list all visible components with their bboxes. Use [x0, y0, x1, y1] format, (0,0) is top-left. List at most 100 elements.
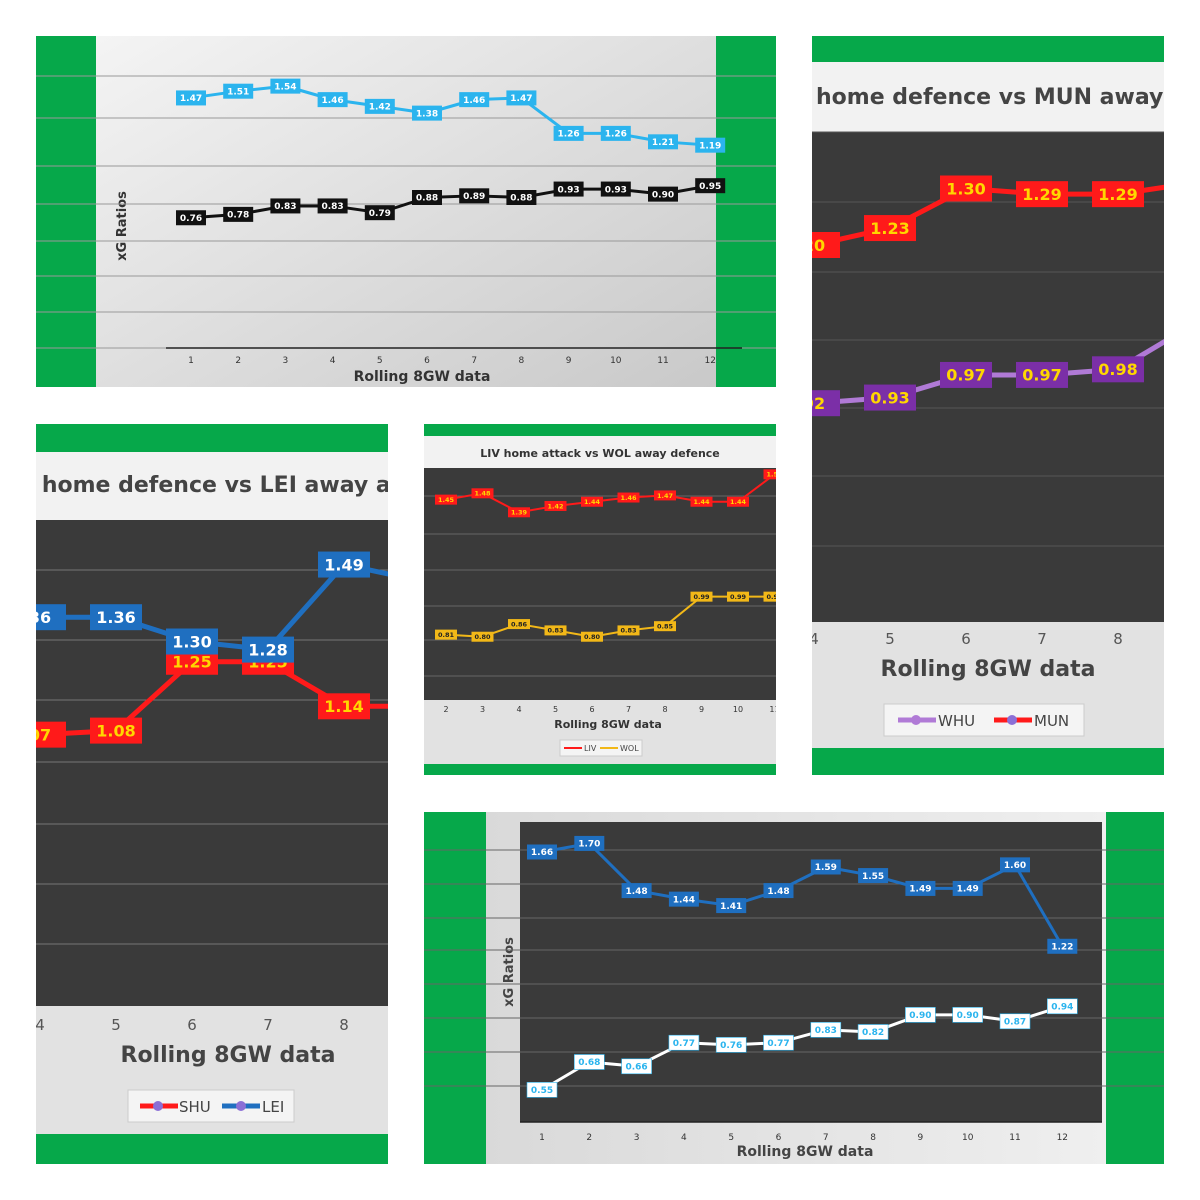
x-axis-title: Rolling 8GW data: [737, 1144, 874, 1160]
data-label-box: [668, 891, 699, 907]
x-tick-label: 8: [339, 1016, 349, 1034]
x-tick-label: 9: [566, 356, 572, 366]
data-label-box: [905, 1007, 936, 1023]
data-label: 0.88: [510, 194, 532, 204]
data-label-box: [695, 178, 726, 194]
x-tick-label: 7: [1037, 630, 1047, 648]
x-tick-label: 10: [610, 356, 622, 366]
data-label: 1.42: [369, 103, 391, 113]
data-label-box: [36, 721, 66, 748]
series-lei: 36 1.36 1.30 1.28 1.49: [36, 551, 388, 663]
data-label-box: [459, 92, 490, 108]
data-label-box: [812, 390, 840, 417]
data-label-box: [940, 361, 992, 388]
data-label: 1.36: [96, 608, 135, 627]
data-label-box: [36, 604, 66, 631]
data-label: 0.77: [767, 1039, 789, 1049]
x-tick-label: 4: [330, 356, 336, 366]
data-label: 1.41: [720, 902, 742, 912]
data-label-box: [905, 880, 936, 896]
data-label-box: [270, 198, 301, 214]
data-label: 0.83: [274, 202, 296, 212]
data-label: 1.55: [862, 872, 884, 882]
data-label-box: [654, 621, 676, 632]
legend-label-lei: LEI: [262, 1098, 284, 1116]
data-label-box: [435, 629, 457, 640]
data-label: 1.59: [815, 863, 837, 873]
data-label-box: [553, 125, 584, 141]
data-label-box: [574, 835, 605, 851]
data-label: 0.83: [547, 627, 563, 635]
chart-panel-5: xG Ratios Rolling 8GW data 1 2 3 4 5 6 7 8 9 10 11…: [424, 812, 1164, 1164]
x-tick-label: 1: [539, 1133, 545, 1143]
x-tick-label: 8: [519, 356, 525, 366]
data-label-box: [648, 134, 678, 150]
data-label: 20: [812, 236, 825, 255]
data-label: 1.54: [274, 82, 296, 92]
data-label: 1.49: [324, 555, 363, 574]
data-label: 1.28: [248, 640, 287, 659]
data-label-box: [318, 693, 370, 720]
data-label: 07: [36, 725, 51, 744]
data-label-box: [648, 186, 678, 202]
x-tick-label: 4: [516, 705, 521, 714]
data-label: 1.47: [657, 492, 673, 500]
data-label: 0.55: [531, 1086, 553, 1096]
data-label-box: [952, 880, 983, 896]
series-line: [445, 473, 776, 514]
x-tick-label: 12: [1057, 1133, 1068, 1143]
data-label: 0.95: [699, 182, 721, 192]
x-tick-label: 2: [443, 705, 448, 714]
data-label: 0.93: [870, 388, 909, 407]
data-label: 1.22: [1051, 943, 1073, 953]
data-label: 1.44: [673, 895, 695, 905]
data-label: 1.30: [946, 179, 985, 198]
x-axis-title: Rolling 8GW data: [354, 369, 491, 385]
data-label: 1.57: [766, 471, 776, 479]
x-tick-labels: 1 2 3 4 5 6 7 8 9 10 11 12: [539, 1133, 1068, 1143]
data-label: 0.93: [605, 185, 627, 195]
x-tick-label: 5: [885, 630, 895, 648]
data-label: 0.66: [625, 1063, 647, 1073]
data-label: 1.19: [699, 141, 721, 151]
data-label: 0.68: [578, 1058, 600, 1068]
data-label: 0.85: [657, 623, 674, 631]
data-label-box: [412, 105, 442, 121]
y-axis-title: xG Ratios: [115, 191, 130, 261]
data-label-box: [317, 92, 348, 108]
data-label-box: [527, 844, 557, 860]
data-label-box: [810, 859, 841, 875]
data-label-box: [864, 384, 916, 411]
series-1: 1.66 1.70 1.48 1.44 1.41 1.48 1.59 1.55 1.49 1.49…: [527, 835, 1078, 954]
data-label-box: [242, 636, 294, 663]
data-label-box: [810, 1022, 842, 1038]
data-label: 1.45: [438, 496, 455, 504]
x-tick-label: 10: [962, 1133, 974, 1143]
x-tick-label: 5: [377, 356, 383, 366]
chart-panel-2: home defence vs MUN away a Rolling 8GW d…: [812, 36, 1164, 775]
header-band: [36, 452, 388, 520]
data-label: 1.29: [1098, 185, 1137, 204]
data-label: 0.83: [321, 202, 343, 212]
x-tick-label: 4: [812, 630, 819, 648]
chart-4: LIV home attack vs WOL away defence Roll…: [424, 424, 776, 775]
series-whu: 92 0.93 0.97 0.97 0.98: [812, 339, 1164, 417]
x-axis-title: Rolling 8GW data: [881, 657, 1096, 682]
data-label-box: [617, 492, 640, 503]
legend-label-liv: LIV: [584, 744, 597, 753]
data-label: 1.49: [957, 885, 979, 895]
data-label: 92: [812, 394, 825, 413]
data-label: 1.23: [870, 219, 909, 238]
data-label-box: [364, 98, 395, 114]
data-label: 1.46: [620, 494, 637, 502]
series-liv: 1.45 1.48 1.39 1.42 1.44 1.46 1.47 1.44 1.44 1.57: [435, 469, 776, 518]
x-tick-label: 11: [769, 705, 776, 714]
data-label-box: [727, 496, 749, 507]
x-tick-label: 5: [728, 1133, 734, 1143]
data-label: 1.30: [172, 632, 211, 651]
x-tick-label: 4: [36, 1016, 45, 1034]
x-tick-label: 9: [918, 1133, 924, 1143]
data-label: 1.39: [511, 509, 528, 517]
legend-label-whu: WHU: [938, 712, 975, 730]
data-label-box: [940, 175, 992, 202]
